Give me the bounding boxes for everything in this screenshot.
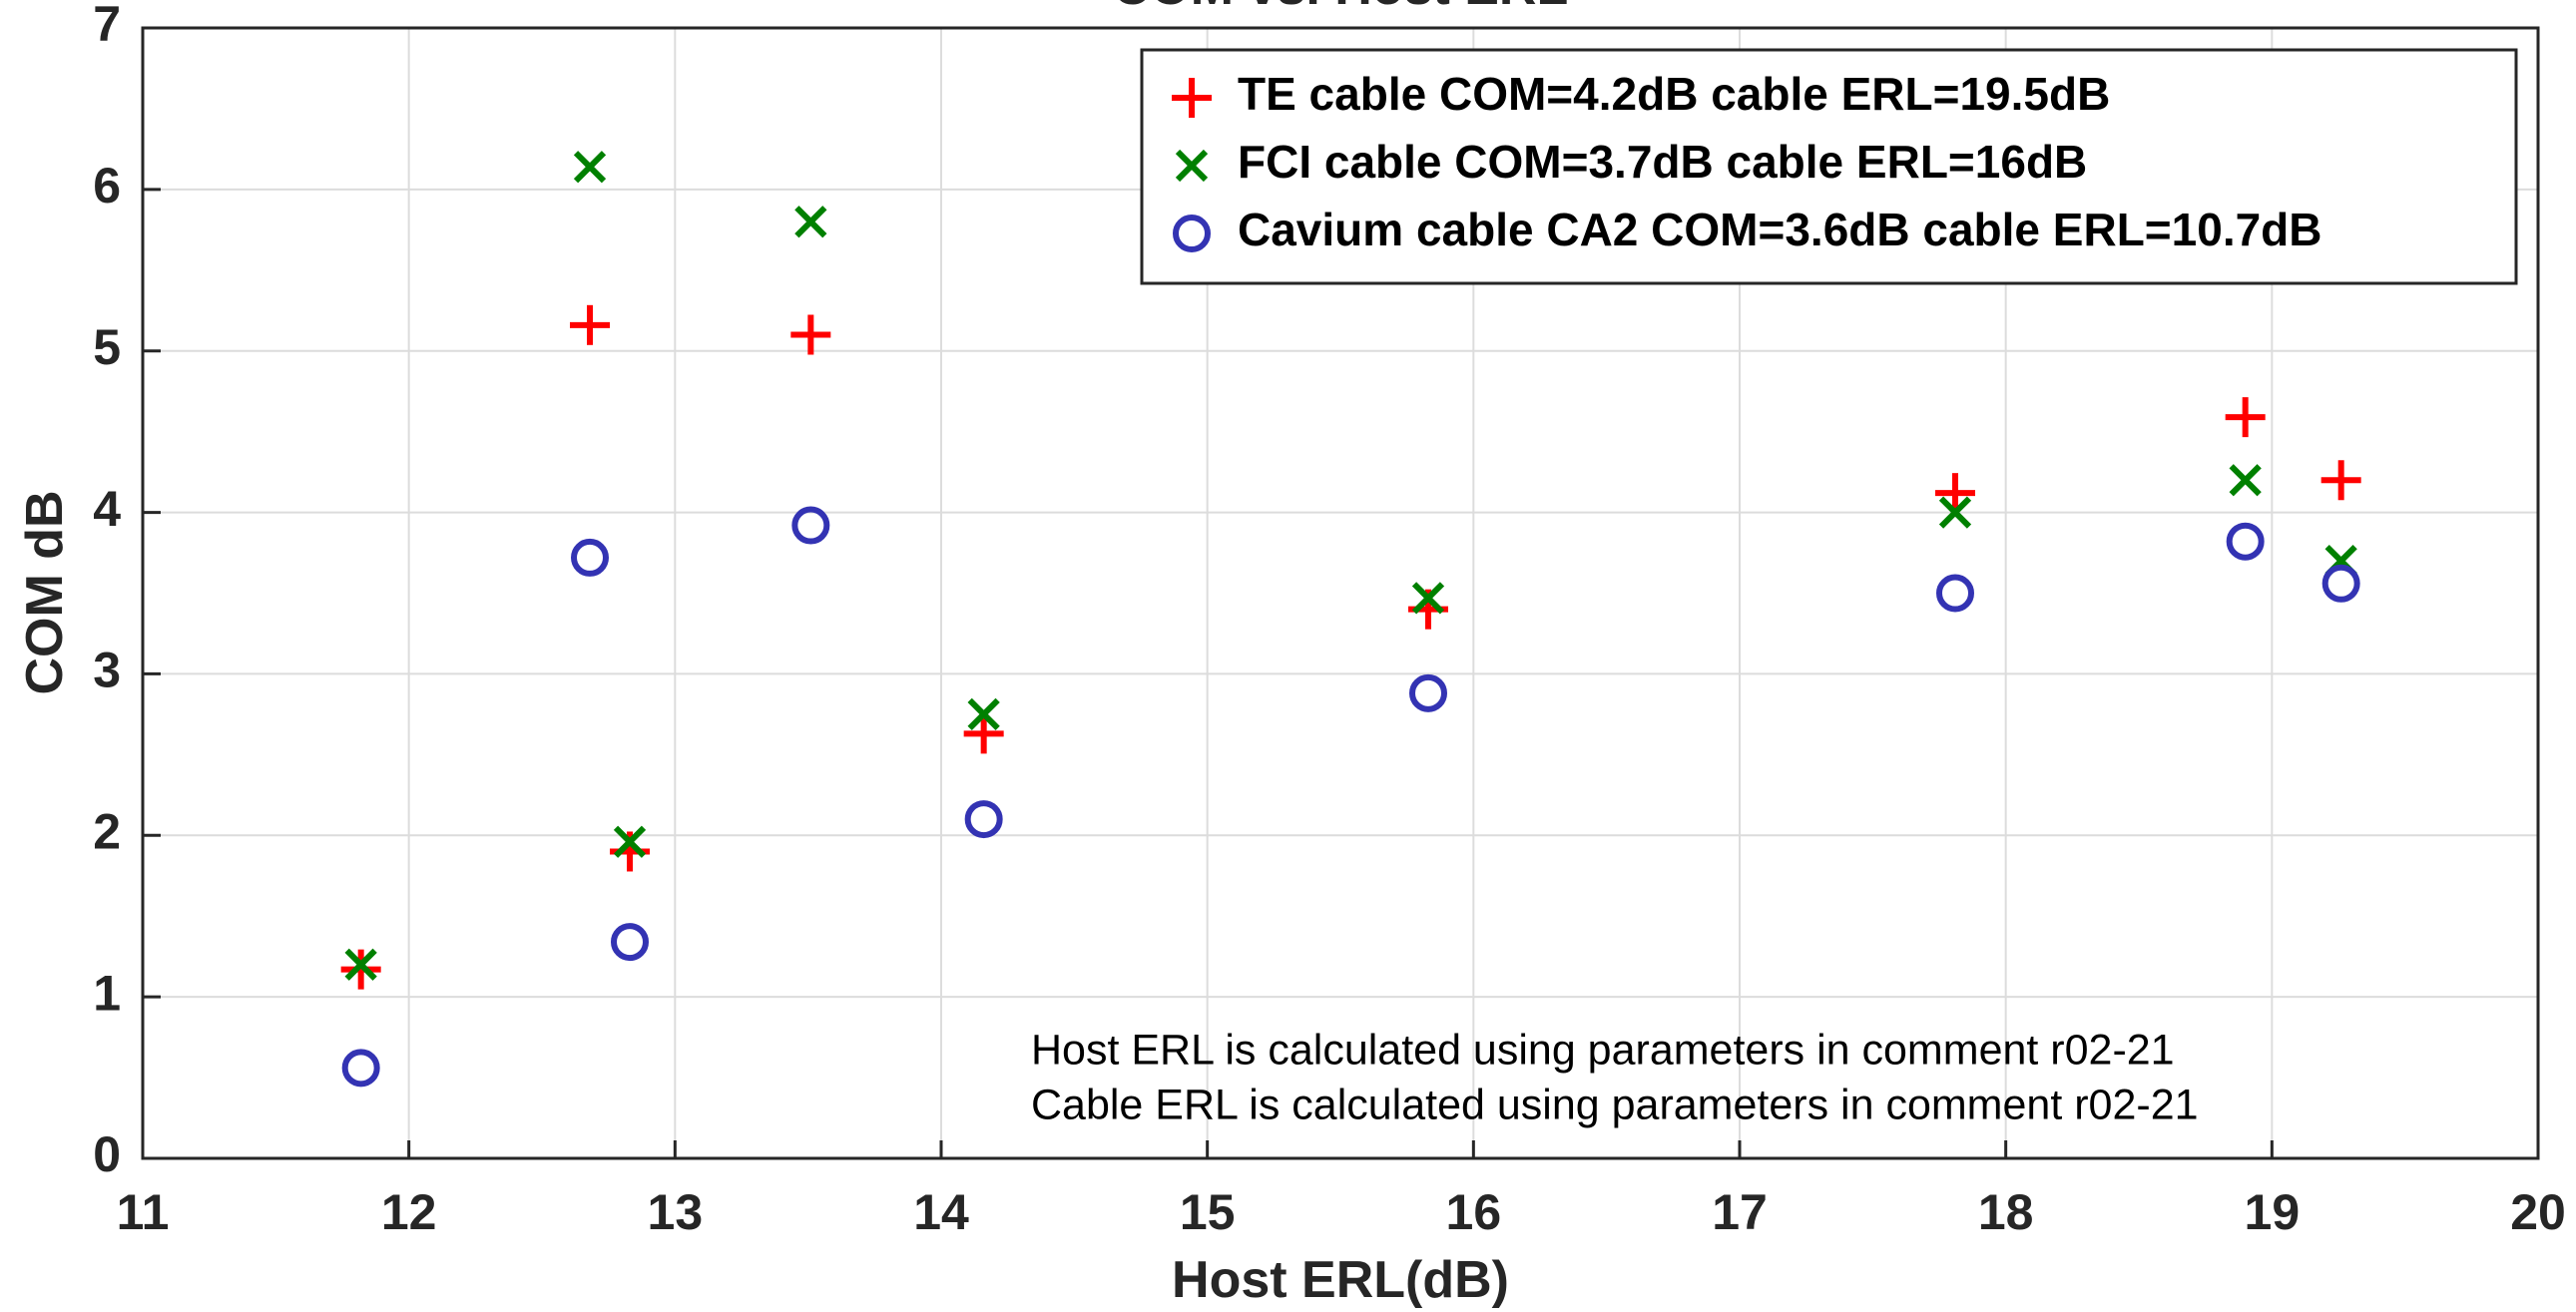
marker-stroke xyxy=(2229,464,2262,497)
x-tick-label: 17 xyxy=(1712,1184,1768,1240)
marker xyxy=(1936,574,1974,613)
marker xyxy=(570,304,610,345)
annotation: Cable ERL is calculated using parameters… xyxy=(1031,1081,2199,1128)
y-tick-label: 0 xyxy=(93,1126,121,1182)
y-tick-label: 3 xyxy=(93,643,121,698)
marker-stroke xyxy=(573,151,607,184)
marker xyxy=(791,506,830,545)
marker-stroke xyxy=(1936,574,1974,613)
legend-marker xyxy=(1172,78,1212,118)
y-tick-label: 7 xyxy=(93,0,121,52)
marker-stroke xyxy=(1411,582,1445,615)
marker-stroke xyxy=(611,923,649,962)
y-tick-label: 2 xyxy=(93,803,121,859)
plot-frame xyxy=(141,26,2540,1160)
x-tick-label: 20 xyxy=(2510,1184,2566,1240)
marker-stroke xyxy=(791,506,830,545)
y-tick-label: 4 xyxy=(93,481,121,537)
marker-stroke xyxy=(1175,149,1209,183)
x-tick-label: 13 xyxy=(648,1184,704,1240)
marker-stroke xyxy=(344,948,377,981)
annotation: Host ERL is calculated using parameters … xyxy=(1031,1026,2175,1074)
marker xyxy=(1938,496,1972,529)
marker-stroke xyxy=(967,697,1000,731)
x-axis-label: Host ERL(dB) xyxy=(1172,1251,1509,1309)
marker xyxy=(613,825,647,858)
marker-stroke xyxy=(964,800,1003,839)
y-tick-label: 1 xyxy=(93,965,121,1021)
x-tick-label: 16 xyxy=(1446,1184,1502,1240)
x-tick-label: 14 xyxy=(913,1184,969,1240)
marker xyxy=(1411,582,1445,615)
marker-stroke xyxy=(1938,496,1972,529)
y-tick-label: 6 xyxy=(93,158,121,214)
legend-label: TE cable COM=4.2dB cable ERL=19.5dB xyxy=(1238,68,2110,120)
marker xyxy=(2225,397,2266,438)
x-tick-label: 19 xyxy=(2245,1184,2301,1240)
legend-marker xyxy=(1175,149,1209,183)
marker xyxy=(964,800,1003,839)
legend-box xyxy=(1140,48,2518,285)
marker xyxy=(1409,673,1447,712)
x-tick-label: 12 xyxy=(381,1184,437,1240)
marker xyxy=(571,538,609,577)
marker xyxy=(344,948,377,981)
legend-label: FCI cable COM=3.7dB cable ERL=16dB xyxy=(1238,136,2087,188)
marker-stroke xyxy=(2321,564,2360,603)
marker xyxy=(1935,473,1975,514)
marker xyxy=(790,314,831,355)
x-tick-label: 18 xyxy=(1978,1184,2034,1240)
marker xyxy=(2229,464,2262,497)
marker xyxy=(2320,460,2361,501)
x-tick-label: 15 xyxy=(1180,1184,1236,1240)
marker-stroke xyxy=(794,206,827,238)
marker-stroke xyxy=(571,538,609,577)
legend-marker xyxy=(1173,215,1211,252)
marker xyxy=(963,713,1004,754)
marker xyxy=(340,949,381,990)
marker xyxy=(610,831,650,872)
marker xyxy=(341,1049,380,1088)
y-axis-label: COM dB xyxy=(16,490,74,694)
legend-label: Cavium cable CA2 COM=3.6dB cable ERL=10.… xyxy=(1238,204,2322,255)
marker-stroke xyxy=(613,825,647,858)
marker-stroke xyxy=(341,1049,380,1088)
marker xyxy=(573,151,607,184)
marker-stroke xyxy=(1173,215,1211,252)
marker-stroke xyxy=(2226,522,2265,561)
x-tick-label: 11 xyxy=(117,1184,170,1240)
marker xyxy=(611,923,649,962)
marker xyxy=(2321,564,2360,603)
y-tick-label: 5 xyxy=(93,319,121,375)
chart-title: COM vs. Host ERL xyxy=(1113,0,1569,16)
marker xyxy=(2226,522,2265,561)
marker-stroke xyxy=(1409,673,1447,712)
marker xyxy=(967,697,1000,731)
marker xyxy=(794,206,827,238)
